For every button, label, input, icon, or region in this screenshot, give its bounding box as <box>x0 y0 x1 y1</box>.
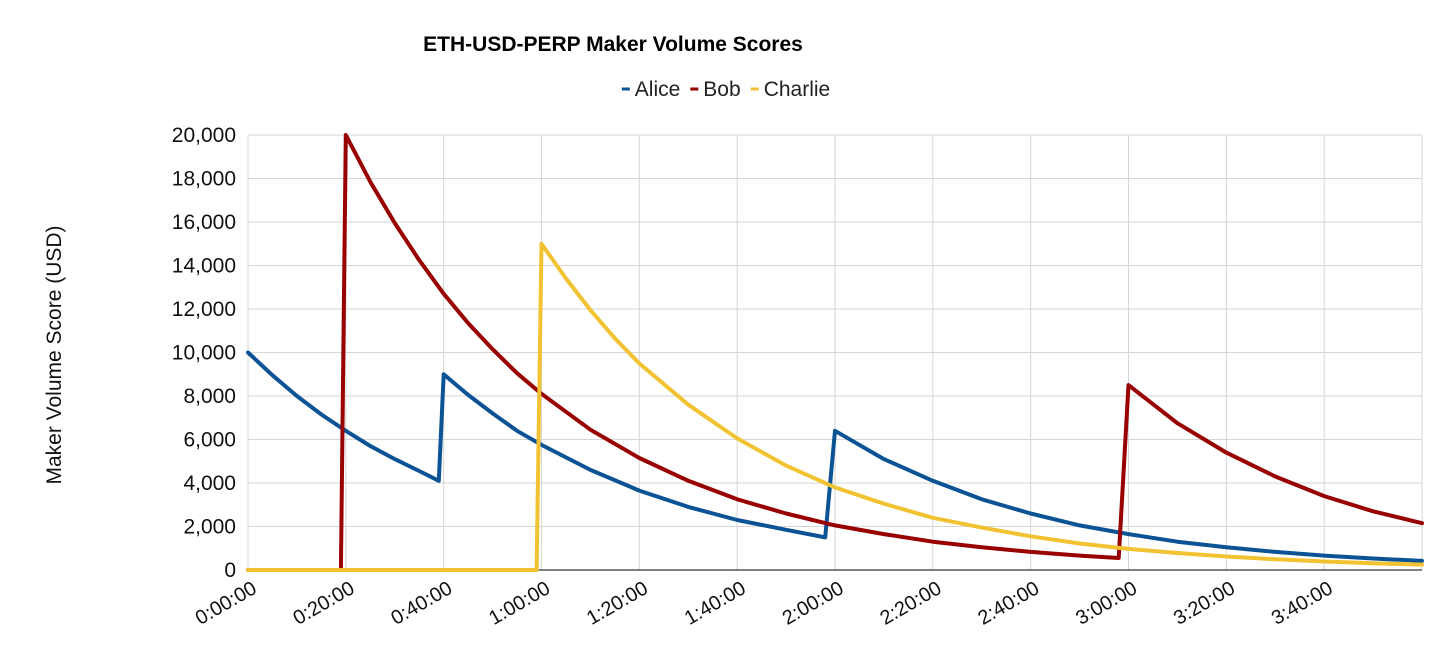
legend-item-charlie: Charlie <box>750 78 831 101</box>
y-axis-label: Maker Volume Score (USD) <box>43 225 66 484</box>
x-tick-label: 3:00:00 <box>1072 577 1141 629</box>
y-tick-label: 4,000 <box>183 472 236 495</box>
series-line-bob <box>246 133 1424 572</box>
y-tick-label: 0 <box>224 559 236 582</box>
x-tick-label: 1:20:00 <box>583 577 652 629</box>
y-axis-ticks: 0 2,000 4,000 6,000 8,000 10,000 12,000 14,000 1… <box>172 124 236 582</box>
legend: Alice Bob Charlie <box>621 78 831 101</box>
y-tick-label: 16,000 <box>172 211 236 234</box>
x-tick-label: 0:40:00 <box>387 577 456 629</box>
series-layer <box>246 133 1424 572</box>
x-tick-label: 2:40:00 <box>974 577 1043 629</box>
y-tick-label: 6,000 <box>183 429 236 452</box>
series-line-alice <box>246 350 1424 563</box>
x-tick-label: 3:20:00 <box>1170 577 1239 629</box>
x-tick-label: 3:40:00 <box>1268 577 1337 629</box>
legend-item-alice: Alice <box>621 78 681 101</box>
x-tick-label: 0:20:00 <box>290 577 359 629</box>
y-tick-label: 14,000 <box>172 255 236 278</box>
y-tick-label: 12,000 <box>172 298 236 321</box>
x-tick-label: 1:00:00 <box>485 577 554 629</box>
x-tick-label: 2:20:00 <box>877 577 946 629</box>
x-tick-label: 2:00:00 <box>779 577 848 629</box>
legend-label: Charlie <box>764 78 831 101</box>
legend-label: Alice <box>635 78 681 101</box>
x-tick-label: 1:40:00 <box>681 577 750 629</box>
series-line-charlie <box>246 241 1424 572</box>
legend-label: Bob <box>703 78 740 101</box>
y-tick-label: 20,000 <box>172 124 236 147</box>
x-tick-label: 0:00:00 <box>192 577 261 629</box>
y-tick-label: 8,000 <box>183 385 236 408</box>
chart-title: ETH-USD-PERP Maker Volume Scores <box>423 33 803 56</box>
y-tick-label: 18,000 <box>172 168 236 191</box>
y-tick-label: 10,000 <box>172 342 236 365</box>
x-axis-ticks: 0:00:00 0:20:00 0:40:00 1:00:00 1:20:00 1:40:… <box>192 577 1337 629</box>
grid <box>247 134 1423 571</box>
legend-item-bob: Bob <box>690 78 741 101</box>
y-tick-label: 2,000 <box>183 516 236 539</box>
